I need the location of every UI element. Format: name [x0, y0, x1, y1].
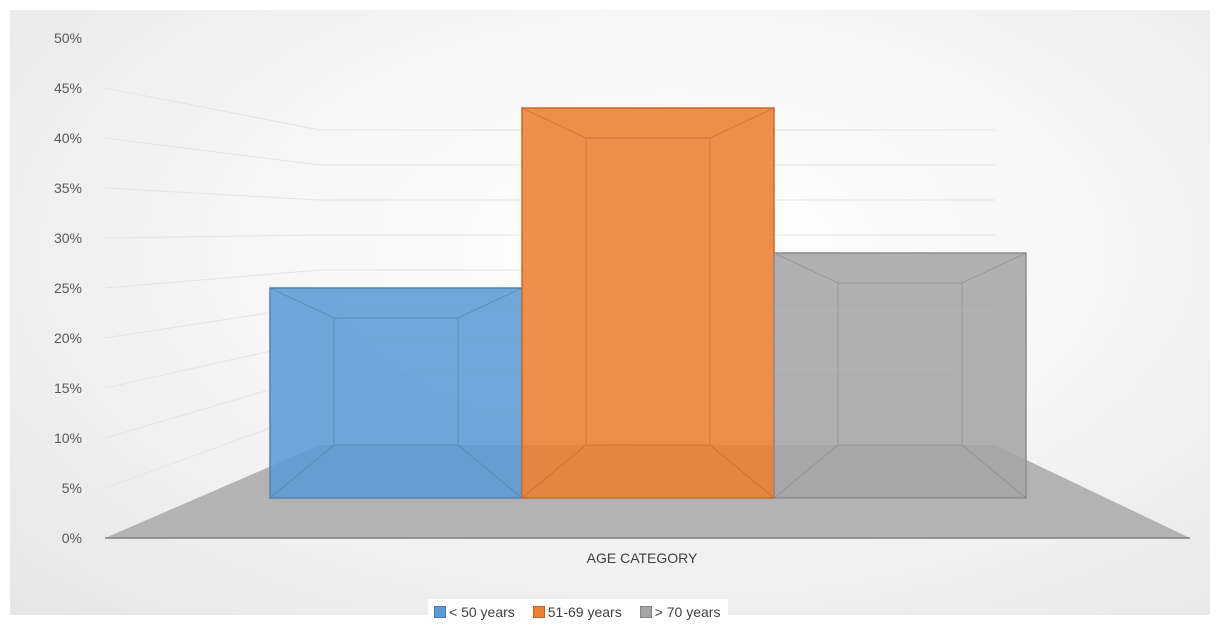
bars — [269, 107, 1027, 499]
bar-edge — [961, 252, 1027, 284]
bar-edge — [457, 287, 523, 319]
bar — [521, 107, 775, 499]
bar-edge — [521, 107, 587, 139]
bar-body — [773, 252, 1027, 499]
y-tick-label: 20% — [54, 330, 82, 346]
bar-edge — [269, 444, 335, 499]
gridline-perspective — [104, 234, 321, 239]
legend-item: 51-69 years — [532, 604, 622, 620]
y-tick-label: 15% — [54, 380, 82, 396]
gridline-perspective — [104, 137, 321, 166]
bar-edge — [709, 444, 775, 499]
legend-swatch — [434, 606, 446, 618]
chart-area: 0% 5% 10% 15% 20% 25% 30% 35% 40% 45% 50% AGE CATE… — [10, 10, 1210, 625]
y-axis-tick-labels: 0% 5% 10% 15% 20% 25% 30% 35% 40% 45% 50% — [54, 30, 82, 546]
legend-label: > 70 years — [654, 604, 721, 620]
legend-swatch — [639, 606, 652, 618]
y-tick-label: 25% — [54, 280, 82, 296]
bar-edge — [773, 444, 839, 499]
gridline-perspective — [104, 87, 321, 131]
legend: < 50 years 51-69 years > 70 years — [428, 599, 729, 625]
bar-edge — [457, 444, 523, 499]
legend-swatch — [532, 606, 545, 618]
y-tick-label: 10% — [54, 430, 82, 446]
y-tick-label: 40% — [54, 130, 82, 146]
legend-item: < 50 years — [434, 604, 515, 620]
bar-chart: 0% 5% 10% 15% 20% 25% 30% 35% 40% 45% 50% AGE CATE… — [54, 30, 1190, 566]
gridline-perspective — [104, 269, 321, 289]
bar-edge — [709, 107, 775, 139]
bar-edge — [521, 444, 587, 499]
y-tick-label: 50% — [54, 30, 82, 46]
gridline-perspective — [104, 187, 321, 201]
bar-body — [521, 107, 775, 499]
y-tick-label: 30% — [54, 230, 82, 246]
bar-edge — [961, 444, 1027, 499]
legend-label: < 50 years — [449, 604, 515, 620]
legend-label: 51-69 years — [547, 604, 622, 620]
y-tick-label: 45% — [54, 80, 82, 96]
bar — [269, 287, 523, 499]
y-tick-label: 5% — [62, 480, 82, 496]
bar-edge — [773, 252, 839, 284]
y-tick-label: 35% — [54, 180, 82, 196]
bar — [773, 252, 1027, 499]
x-axis-title: AGE CATEGORY — [587, 550, 698, 566]
bar-edge — [269, 287, 335, 319]
legend-item: > 70 years — [639, 604, 721, 620]
y-tick-label: 0% — [62, 530, 82, 546]
bar-body — [269, 287, 523, 499]
